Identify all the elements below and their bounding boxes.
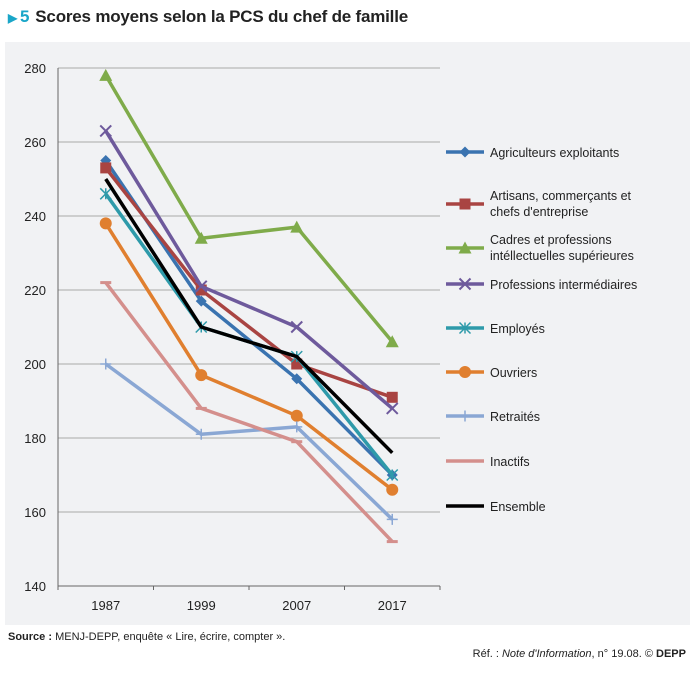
- data-point: [100, 358, 112, 370]
- chart-panel: [5, 42, 690, 625]
- data-point: [386, 402, 399, 415]
- data-point: [291, 421, 303, 433]
- legend-label: Ouvriers: [490, 366, 537, 380]
- legend-item: Artisans, commerçants et chefs d'entrepri…: [446, 189, 632, 219]
- data-point: [194, 231, 208, 244]
- x-tick-label: 2007: [282, 598, 311, 613]
- data-point: [291, 358, 303, 370]
- series-6: [100, 358, 398, 525]
- legend-item: Inactifs: [446, 455, 530, 469]
- y-tick-label: 220: [24, 283, 46, 298]
- y-tick-label: 140: [24, 579, 46, 594]
- legend-marker: [459, 198, 471, 210]
- series-line: [104, 166, 393, 399]
- reference-note: Réf. : Note d'Information, n° 19.08. © D…: [473, 648, 686, 660]
- data-point: [291, 373, 303, 385]
- ref-org: DEPP: [656, 648, 686, 660]
- legend-label: Agriculteurs exploitants: [490, 146, 619, 160]
- data-point: [195, 428, 207, 440]
- title-text: Scores moyens selon la PCS du chef de fa…: [35, 7, 408, 26]
- source-label: Source :: [8, 631, 53, 643]
- series-8: [104, 178, 394, 455]
- ref-number: , n° 19.08. ©: [591, 648, 657, 660]
- data-point: [386, 513, 398, 525]
- series-7: [100, 281, 398, 544]
- legend-item: Professions intermédiaires: [446, 277, 637, 292]
- data-point: [385, 335, 399, 348]
- y-tick-label: 160: [24, 505, 46, 520]
- source-note: Source : MENJ-DEPP, enquête « Lire, écri…: [8, 631, 285, 643]
- series-5: [99, 217, 399, 496]
- data-point: [99, 217, 112, 230]
- data-point: [195, 284, 207, 296]
- legend-label: Professions intermédiaires: [490, 278, 637, 292]
- x-tick-label: 2017: [378, 598, 407, 613]
- data-point: [290, 220, 304, 233]
- data-point: [99, 187, 112, 200]
- x-tick-label: 1999: [187, 598, 216, 613]
- source-text: MENJ-DEPP, enquête « Lire, écrire, compt…: [52, 631, 286, 643]
- series-line: [104, 281, 394, 543]
- data-point: [195, 280, 208, 293]
- legend-marker: [458, 277, 472, 291]
- legend-marker: [458, 241, 472, 254]
- y-tick-label: 260: [24, 135, 46, 150]
- data-point: [99, 124, 112, 138]
- series-line: [104, 129, 394, 410]
- legend-marker: [459, 146, 471, 158]
- legend-item: Retraités: [446, 410, 540, 424]
- series-1: [100, 162, 398, 403]
- series-2: [99, 68, 399, 348]
- legend-marker: [458, 321, 472, 335]
- legend-item: Agriculteurs exploitants: [446, 146, 619, 160]
- y-tick-label: 240: [24, 209, 46, 224]
- series-line: [104, 178, 394, 455]
- x-tick-label: 1987: [91, 598, 120, 613]
- ref-publication: Note d'Information: [501, 648, 592, 660]
- series-3: [99, 124, 399, 415]
- data-point: [290, 409, 303, 422]
- legend-label: Artisans, commerçants et chefs d'entrepri…: [490, 189, 632, 219]
- legend-label: Cadres et professions intéllectuelles sup…: [490, 233, 634, 263]
- data-point: [290, 320, 303, 334]
- series-line: [104, 74, 394, 343]
- data-point: [386, 391, 398, 403]
- data-point: [99, 68, 113, 81]
- chart-title: ▶ 5 Scores moyens selon la PCS du chef de …: [8, 7, 408, 27]
- series-line: [104, 159, 394, 477]
- y-tick-label: 280: [24, 61, 46, 76]
- legend-marker: [459, 410, 471, 422]
- data-point: [386, 483, 399, 496]
- ref-prefix: Réf. :: [472, 648, 502, 660]
- legend-item: Employés: [446, 321, 545, 336]
- legend-item: Cadres et professions intéllectuelles sup…: [446, 233, 634, 263]
- legend-item: Ensemble: [446, 500, 546, 514]
- data-point: [195, 295, 207, 307]
- legend-label: Inactifs: [490, 455, 530, 469]
- triangle-right-icon: ▶: [8, 11, 18, 25]
- y-tick-label: 200: [24, 357, 46, 372]
- figure-number: 5: [20, 7, 30, 26]
- legend-marker: [459, 366, 471, 378]
- series-line: [104, 362, 394, 521]
- series-line: [104, 222, 394, 492]
- legend-label: Ensemble: [490, 500, 546, 514]
- y-tick-label: 180: [24, 431, 46, 446]
- data-point: [386, 468, 399, 482]
- data-point: [195, 369, 208, 382]
- legend-label: Retraités: [490, 410, 540, 424]
- legend-item: Ouvriers: [446, 366, 537, 380]
- legend-label: Employés: [490, 322, 545, 336]
- data-point: [100, 162, 112, 174]
